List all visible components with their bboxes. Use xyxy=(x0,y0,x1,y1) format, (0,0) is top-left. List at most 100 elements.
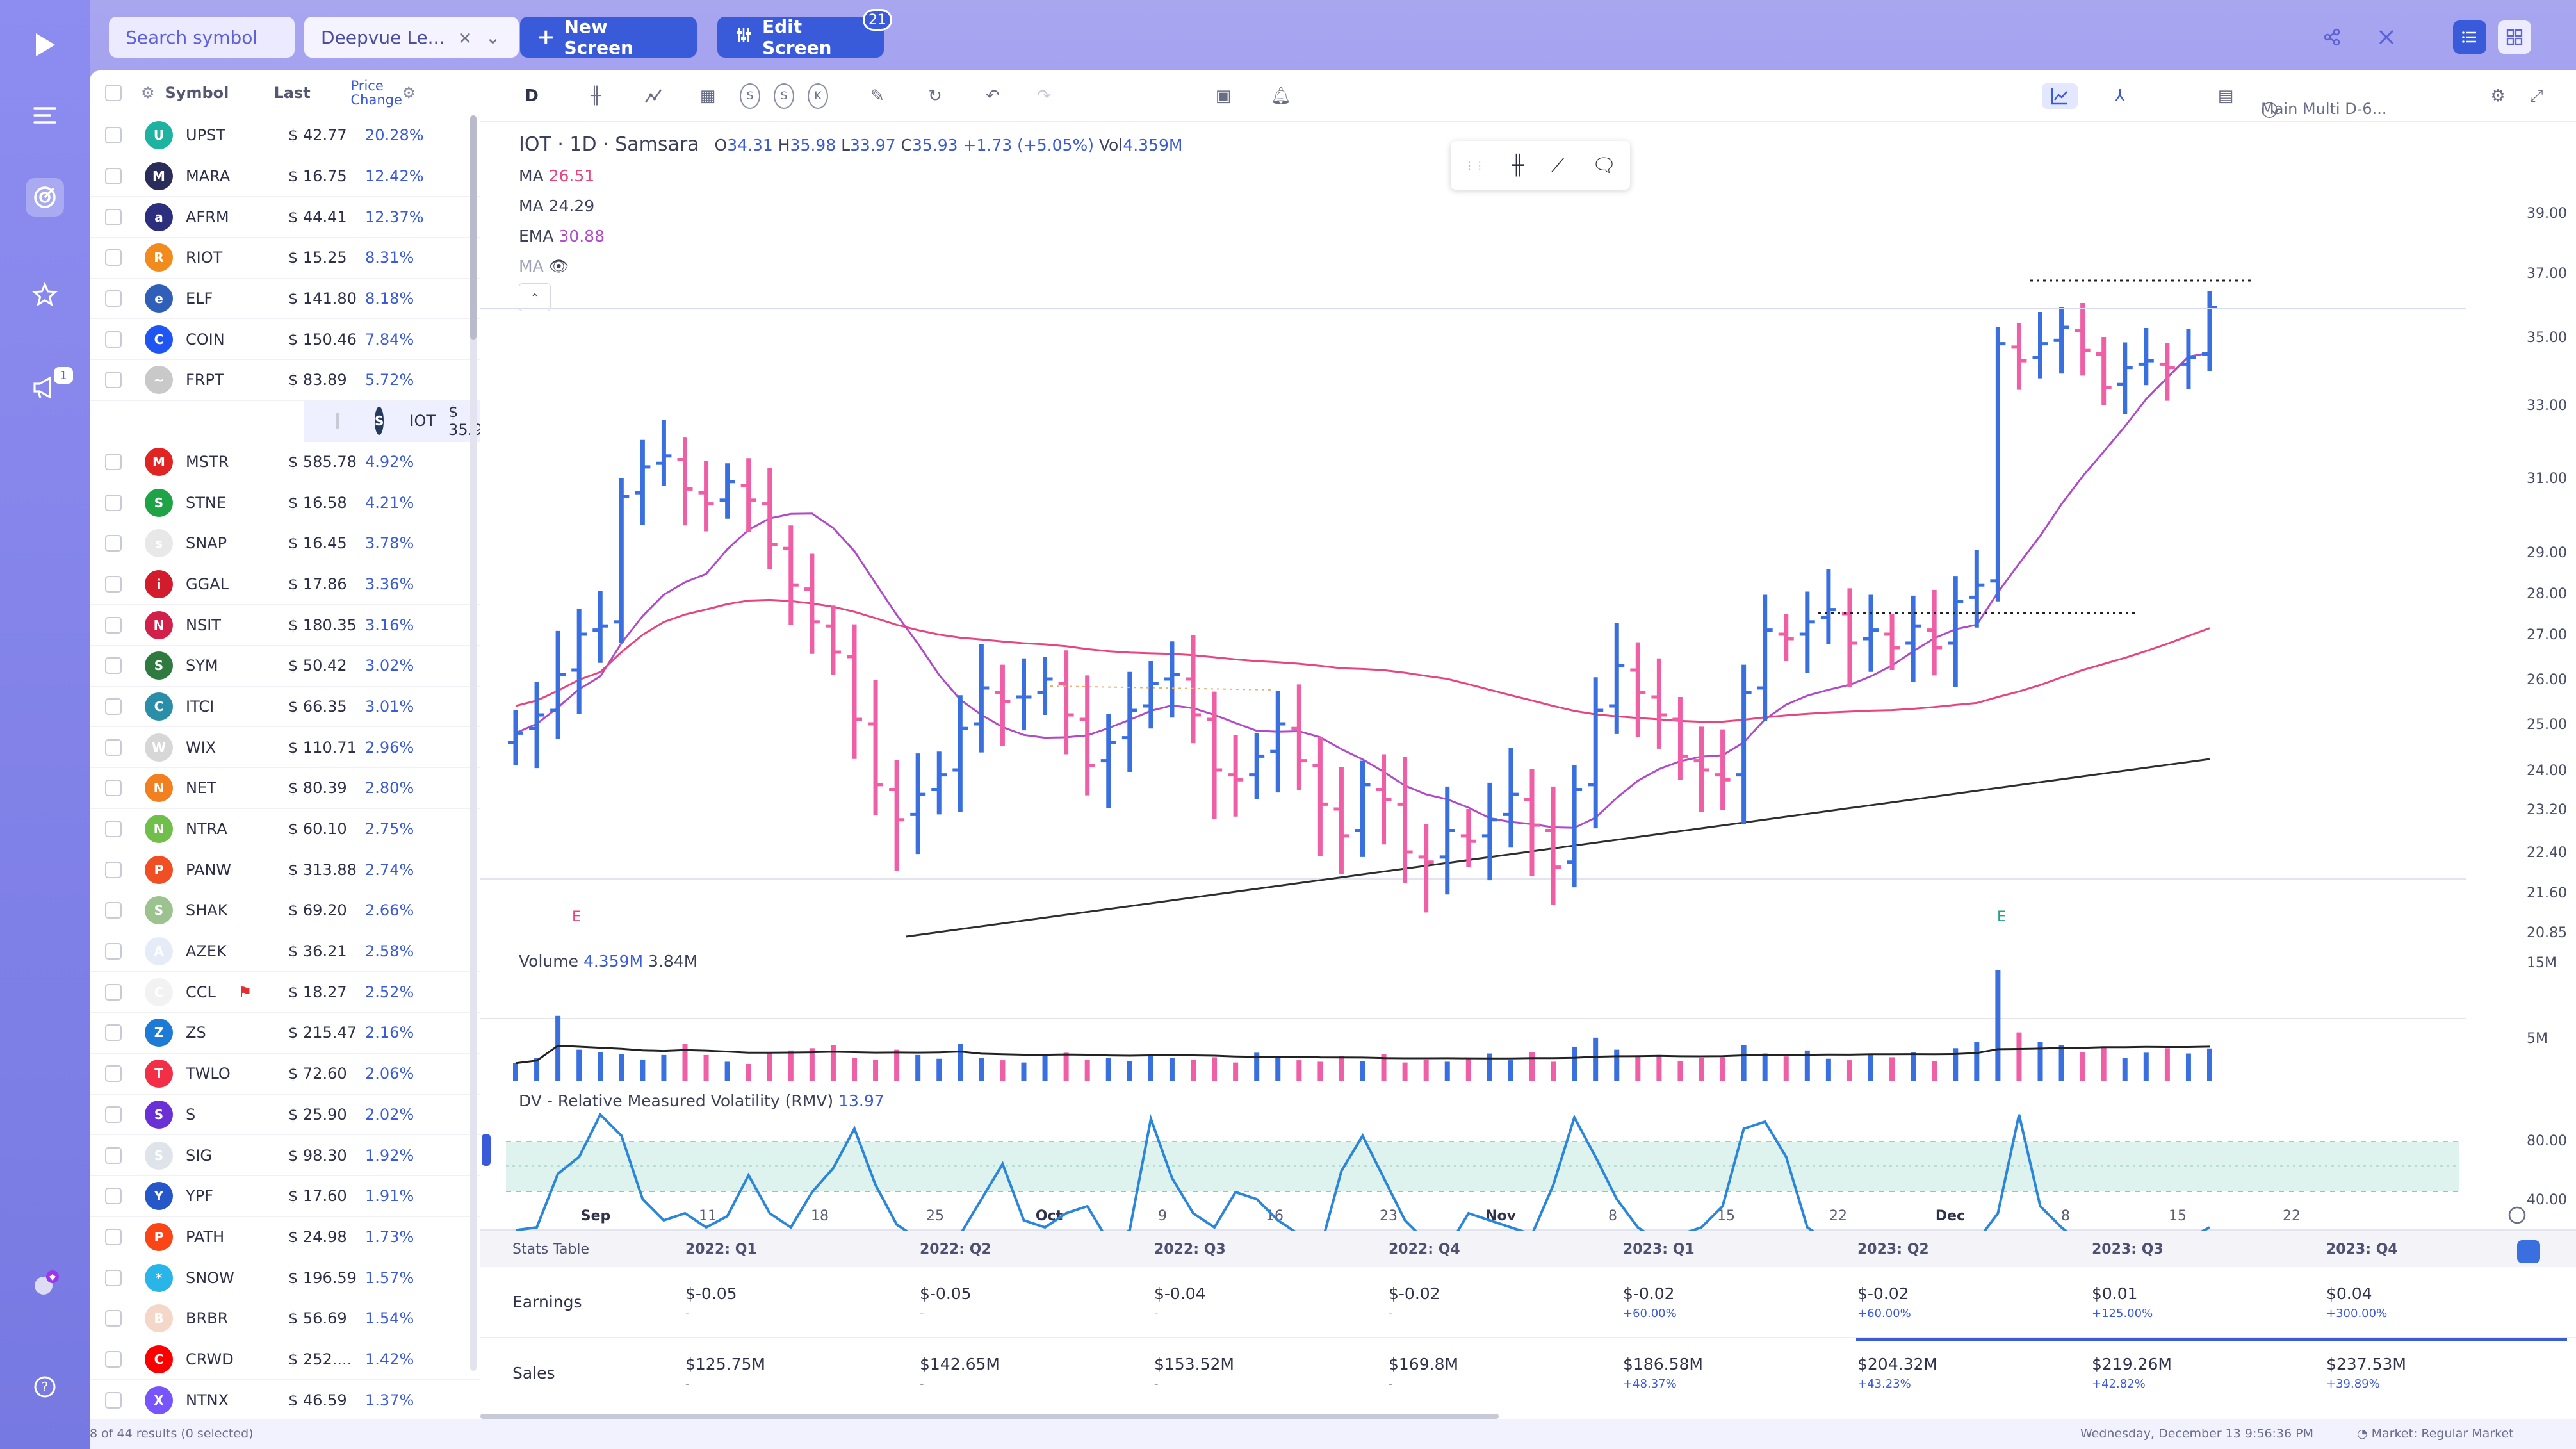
row-checkbox[interactable] xyxy=(105,1391,122,1409)
watchlist-row-nsit[interactable]: N NSIT $ 180.35 3.16% xyxy=(90,605,480,646)
row-checkbox[interactable] xyxy=(105,1147,122,1164)
layout-icon[interactable]: ▤ xyxy=(2217,86,2234,106)
row-checkbox[interactable] xyxy=(105,1310,122,1327)
change-column-header[interactable]: Price Change xyxy=(350,78,402,108)
row-checkbox[interactable] xyxy=(105,208,122,225)
watchlist-row-crwd[interactable]: C CRWD $ 252.... 1.42% xyxy=(90,1339,480,1380)
row-checkbox[interactable] xyxy=(105,1228,122,1245)
gem-icon[interactable] xyxy=(26,1265,64,1304)
k-button[interactable]: K xyxy=(808,83,828,109)
watchlist-row-coin[interactable]: C COIN $ 150.46 7.84% xyxy=(90,319,480,361)
row-checkbox[interactable] xyxy=(105,1065,122,1083)
watchlist-row-panw[interactable]: P PANW $ 313.88 2.74% xyxy=(90,849,480,891)
row-checkbox[interactable] xyxy=(105,494,122,511)
select-all-checkbox[interactable] xyxy=(105,84,122,101)
redo-icon[interactable]: ↷ xyxy=(1037,86,1051,106)
drag-handle-icon[interactable]: ⋮⋮ xyxy=(1464,159,1485,172)
ema-legend[interactable]: EMA 30.88 xyxy=(519,227,605,245)
watchlist-row-itci[interactable]: C ITCI $ 66.35 3.01% xyxy=(90,687,480,728)
x-twitter-icon[interactable] xyxy=(2370,20,2403,54)
row-checkbox[interactable] xyxy=(105,739,122,756)
expand-icon[interactable]: ⤢ xyxy=(2529,86,2543,106)
watchlist-row-mara[interactable]: M MARA $ 16.75 12.42% xyxy=(90,156,480,197)
watchlist-row-riot[interactable]: R RIOT $ 15.25 8.31% xyxy=(90,238,480,279)
candles-icon[interactable]: ╫ xyxy=(1512,154,1524,177)
ma2-legend[interactable]: MA 24.29 xyxy=(519,197,594,215)
alert-bell-icon[interactable]: 🔔︎ xyxy=(1270,86,1292,106)
draw-pencil-icon[interactable]: ✎ xyxy=(870,86,884,106)
watchlist-row-wix[interactable]: W WIX $ 110.71 2.96% xyxy=(90,727,480,768)
interval-button[interactable]: D xyxy=(525,86,539,106)
row-checkbox[interactable] xyxy=(105,1106,122,1123)
bar-type-icon[interactable]: ╫ xyxy=(591,86,601,106)
trendline-icon[interactable]: ⟋ xyxy=(1551,154,1565,177)
comment-icon[interactable]: 🗨︎ xyxy=(1592,154,1617,177)
watchlist-row-twlo[interactable]: T TWLO $ 72.60 2.06% xyxy=(90,1054,480,1095)
watchlist-row-elf[interactable]: e ELF $ 141.80 8.18% xyxy=(90,279,480,320)
stats-toggle-button[interactable] xyxy=(2517,1240,2540,1263)
edit-screen-button[interactable]: Edit Screen xyxy=(717,16,884,58)
watchlist-row-mstr[interactable]: M MSTR $ 585.78 4.92% xyxy=(90,442,480,483)
watchlist-row-stne[interactable]: S STNE $ 16.58 4.21% xyxy=(90,482,480,523)
row-checkbox[interactable] xyxy=(105,1024,122,1042)
ma3-legend[interactable]: MA 👁︎ xyxy=(519,257,569,276)
watchlist-row-s[interactable]: S S $ 25.90 2.02% xyxy=(90,1095,480,1136)
ma1-legend[interactable]: MA 26.51 xyxy=(519,167,594,185)
last-column-header[interactable]: Last xyxy=(273,83,311,102)
row-checkbox[interactable] xyxy=(105,290,122,307)
s-button-1[interactable]: S xyxy=(740,83,760,109)
column-settings-icon[interactable]: ⚙ xyxy=(402,83,416,102)
symbol-column-header[interactable]: Symbol xyxy=(165,83,229,102)
templates-icon[interactable]: ▦ xyxy=(699,86,716,106)
share-icon[interactable] xyxy=(2315,20,2349,54)
s-button-2[interactable]: S xyxy=(774,83,794,109)
row-checkbox[interactable] xyxy=(105,453,122,470)
row-checkbox[interactable] xyxy=(105,943,122,960)
row-checkbox[interactable] xyxy=(105,372,122,389)
watchlist-row-zs[interactable]: Z ZS $ 215.47 2.16% xyxy=(90,1013,480,1054)
new-screen-button[interactable]: + New Screen xyxy=(520,16,697,58)
horizontal-scrollbar[interactable] xyxy=(480,1414,1499,1419)
watchlist-row-sig[interactable]: S SIG $ 98.30 1.92% xyxy=(90,1135,480,1176)
row-checkbox[interactable] xyxy=(105,1269,122,1286)
row-checkbox[interactable] xyxy=(105,249,122,266)
layout-selector[interactable]: ◯ Main Multi D-6... ⌄ xyxy=(2261,83,2472,118)
watchlist-row-ypf[interactable]: Y YPF $ 17.60 1.91% xyxy=(90,1176,480,1217)
menu-icon[interactable] xyxy=(26,96,64,135)
watchlist-row-frpt[interactable]: ~ FRPT $ 83.89 5.72% xyxy=(90,360,480,401)
row-checkbox[interactable] xyxy=(105,983,122,1001)
row-checkbox[interactable] xyxy=(105,780,122,797)
watchlist-row-ntra[interactable]: N NTRA $ 60.10 2.75% xyxy=(90,809,480,850)
collapse-legend-button[interactable]: ⌃ xyxy=(519,283,551,311)
row-checkbox[interactable] xyxy=(105,535,122,552)
watchlist-row-upst[interactable]: U UPST $ 42.77 20.28% xyxy=(90,115,480,156)
row-checkbox[interactable] xyxy=(105,575,122,593)
grid-view-icon[interactable] xyxy=(2498,20,2531,54)
chart-mode-icon[interactable] xyxy=(2042,83,2078,109)
watchlist-row-snow[interactable]: * SNOW $ 196.59 1.57% xyxy=(90,1257,480,1298)
watchlist-row-shak[interactable]: S SHAK $ 69.20 2.66% xyxy=(90,890,480,931)
row-checkbox[interactable] xyxy=(105,902,122,919)
row-checkbox[interactable] xyxy=(105,821,122,838)
row-checkbox[interactable] xyxy=(105,168,122,185)
flag-icon[interactable]: ⚑ xyxy=(238,983,252,1001)
row-checkbox[interactable] xyxy=(105,127,122,144)
row-checkbox[interactable] xyxy=(105,657,122,675)
hidden-eye-icon[interactable]: 👁︎ xyxy=(548,257,569,275)
star-icon[interactable] xyxy=(26,275,64,314)
indicators-icon[interactable] xyxy=(640,83,666,109)
help-icon[interactable]: ? xyxy=(26,1368,64,1406)
watchlist-row-ccl[interactable]: C CCL $ 18.27 2.52% ⚑ xyxy=(90,972,480,1013)
screen-selector[interactable]: Deepvue Le... × ⌄ xyxy=(304,17,519,58)
watchlist-scrollbar[interactable] xyxy=(470,115,477,1371)
screener-icon[interactable] xyxy=(26,178,64,217)
watchlist-row-sym[interactable]: S SYM $ 50.42 3.02% xyxy=(90,646,480,687)
announce-icon[interactable]: 1 xyxy=(26,367,73,407)
watchlist-row-net[interactable]: N NET $ 80.39 2.80% xyxy=(90,768,480,809)
row-checkbox[interactable] xyxy=(105,861,122,878)
price-chart[interactable]: 39.00 37.00 35.00 33.00 31.00 29.00 28.00 27.00… xyxy=(480,70,2576,1231)
list-view-icon[interactable] xyxy=(2453,20,2486,54)
watchlist-row-brbr[interactable]: B BRBR $ 56.69 1.54% xyxy=(90,1298,480,1339)
watchlist-row-azek[interactable]: A AZEK $ 36.21 2.58% xyxy=(90,931,480,972)
